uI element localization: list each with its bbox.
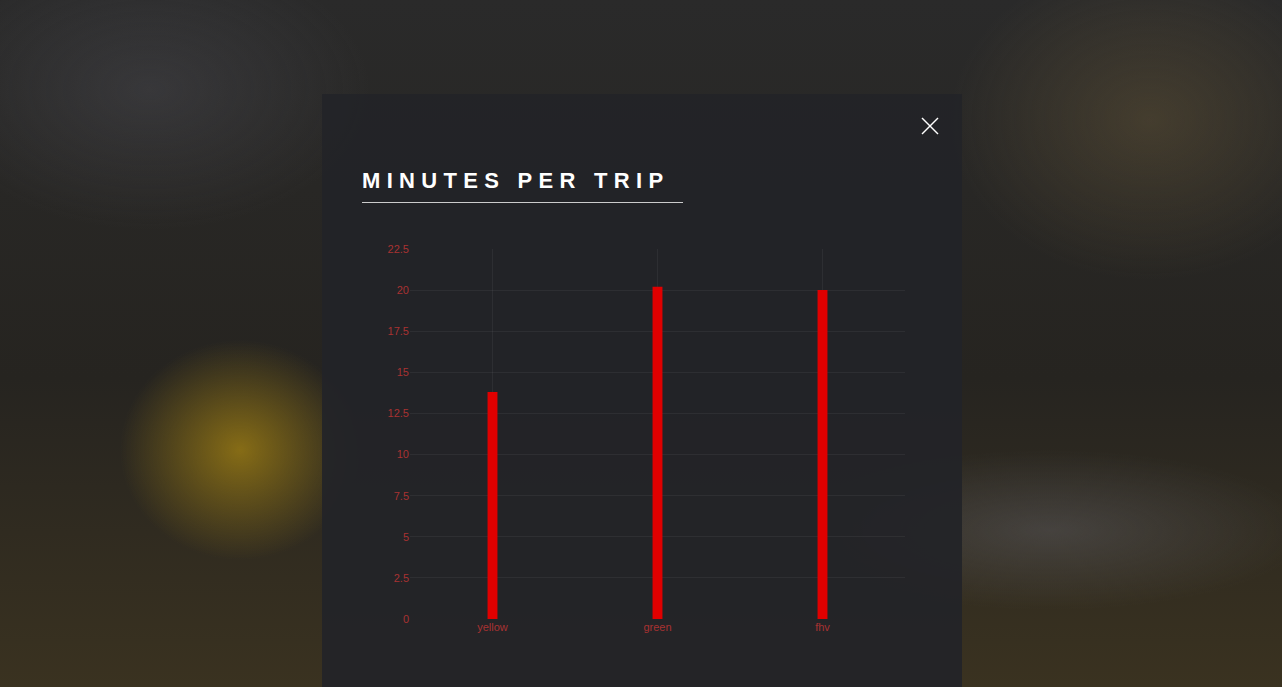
svg-text:green: green xyxy=(643,621,671,633)
svg-text:22.5: 22.5 xyxy=(388,243,409,255)
svg-text:15: 15 xyxy=(397,366,409,378)
svg-text:12.5: 12.5 xyxy=(388,407,409,419)
svg-text:17.5: 17.5 xyxy=(388,325,409,337)
svg-text:fhv: fhv xyxy=(815,621,830,633)
svg-text:0: 0 xyxy=(403,613,409,625)
svg-text:5: 5 xyxy=(403,531,409,543)
svg-text:yellow: yellow xyxy=(477,621,508,633)
html-text:MINUTES PER TRIP: MINUTES PER TRIP xyxy=(362,168,670,193)
svg-text:10: 10 xyxy=(397,448,409,460)
svg-text:7.5: 7.5 xyxy=(394,490,409,502)
svg-text:2.5: 2.5 xyxy=(394,572,409,584)
svg-text:20: 20 xyxy=(397,284,409,296)
